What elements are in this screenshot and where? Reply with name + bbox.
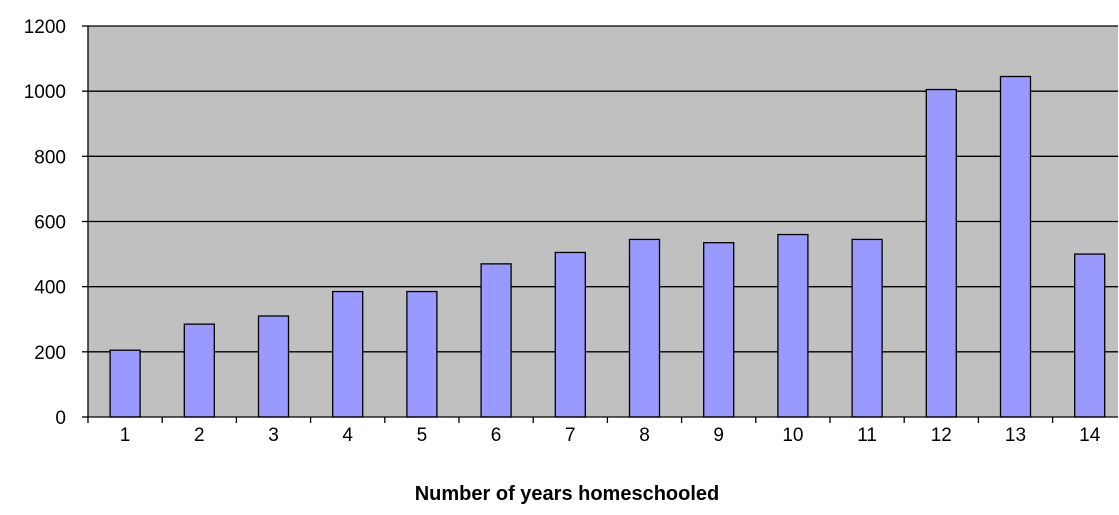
y-tick-label: 400 (34, 278, 66, 299)
x-tick-label: 10 (782, 425, 803, 446)
x-axis-title: Number of years homeschooled (415, 483, 720, 505)
x-tick-label: 4 (342, 425, 353, 446)
x-tick-label: 3 (268, 425, 279, 446)
y-tick-label: 800 (34, 147, 66, 168)
bar-3 (257, 315, 290, 418)
x-tick-label: 1 (120, 425, 131, 446)
y-tick-labels: 0 200 400 600 800 1000 1200 (24, 17, 66, 429)
bar-9 (703, 242, 735, 418)
x-tick-labels: 1 2 3 4 5 6 7 8 9 10 11 12 13 14 (120, 425, 1101, 446)
bar-5 (406, 290, 438, 418)
y-tick-label: 1200 (24, 17, 66, 38)
bar-1 (109, 349, 141, 418)
bar-8 (628, 238, 661, 418)
bar-10 (777, 233, 809, 418)
x-tick-label: 12 (931, 425, 952, 446)
x-tick-label: 6 (491, 425, 502, 446)
x-tick-label: 9 (713, 425, 724, 446)
y-tick-label: 1000 (24, 82, 66, 103)
bar-14 (1074, 253, 1106, 418)
x-tick-label: 7 (565, 425, 576, 446)
bar-11 (851, 238, 883, 418)
y-tick-label: 0 (55, 408, 66, 429)
bar-12 (925, 88, 957, 418)
bar-7 (554, 251, 586, 418)
bar-4 (332, 290, 364, 418)
x-tick-label: 2 (194, 425, 205, 446)
bars (109, 75, 1106, 418)
x-tick-label: 11 (857, 425, 877, 446)
x-tick-label: 14 (1079, 425, 1101, 446)
axes (82, 25, 1118, 423)
bar-13 (999, 75, 1032, 418)
y-tick-label: 600 (34, 213, 66, 234)
x-tick-label: 8 (639, 425, 650, 446)
y-tick-label: 200 (34, 343, 66, 364)
x-tick-label: 13 (1005, 425, 1026, 446)
bar-6 (480, 263, 512, 418)
x-tick-label: 5 (417, 425, 428, 446)
bar-2 (183, 323, 215, 418)
